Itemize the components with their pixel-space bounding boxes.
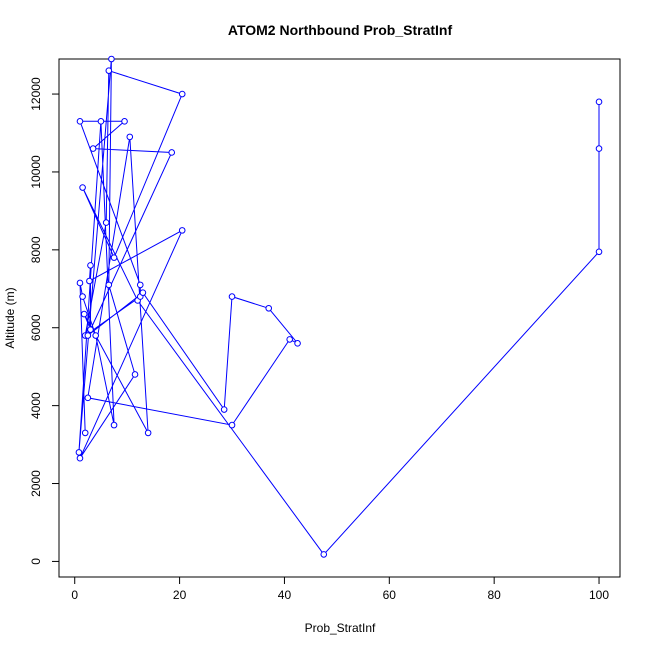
data-point — [595, 248, 603, 256]
data-point — [178, 227, 186, 234]
data-point — [228, 421, 236, 429]
data-point — [136, 281, 144, 289]
data-point — [144, 429, 152, 437]
x-axis-label: Prob_StratInf — [305, 621, 376, 635]
data-point — [220, 406, 228, 413]
data-point — [87, 326, 94, 333]
x-tick-label: 20 — [173, 588, 187, 602]
data-point — [79, 184, 86, 191]
data-point — [139, 289, 147, 296]
x-axis: 0 20 40 60 80 100 — [71, 576, 609, 602]
x-tick-label: 100 — [589, 588, 609, 602]
data-point — [87, 262, 94, 269]
data-point — [126, 133, 134, 141]
data-point — [86, 277, 93, 285]
data-point — [79, 293, 86, 300]
y-tick-label: 6000 — [29, 314, 43, 341]
chart-title: ATOM2 Northbound Prob_StratInf — [228, 22, 453, 38]
x-tick-label: 40 — [278, 588, 292, 602]
data-point — [595, 98, 603, 106]
data-point — [168, 149, 176, 156]
y-tick-label: 2000 — [29, 470, 43, 497]
data-point — [84, 394, 92, 402]
data-point — [76, 118, 84, 125]
data-point — [228, 293, 236, 300]
data-point — [265, 304, 273, 312]
data-point — [76, 454, 84, 462]
y-tick-label: 12000 — [29, 77, 43, 111]
series-line — [78, 58, 600, 556]
data-point — [97, 118, 105, 125]
data-point — [105, 281, 113, 289]
data-point — [320, 551, 328, 558]
data-point — [108, 55, 115, 63]
data-point — [110, 421, 118, 429]
plot-area — [75, 55, 603, 558]
data-point — [80, 310, 88, 318]
data-point — [75, 449, 83, 456]
data-point — [595, 145, 603, 152]
y-axis: 0 2000 4000 6000 8000 10000 12000 — [29, 77, 60, 565]
data-point — [102, 219, 110, 226]
y-tick-label: 8000 — [29, 236, 43, 263]
data-point — [121, 118, 128, 125]
data-point — [76, 279, 84, 287]
x-tick-label: 80 — [487, 588, 501, 602]
data-point — [110, 254, 118, 261]
data-point — [286, 336, 293, 343]
data-point — [294, 340, 301, 347]
data-point — [84, 332, 92, 339]
data-point — [131, 371, 139, 378]
y-tick-label: 10000 — [29, 155, 43, 189]
y-tick-label: 4000 — [29, 392, 43, 419]
x-tick-label: 60 — [383, 588, 397, 602]
data-point — [89, 145, 97, 152]
y-tick-label: 0 — [29, 558, 43, 565]
data-point — [92, 332, 100, 339]
x-tick-label: 0 — [71, 588, 78, 602]
data-point — [105, 67, 113, 74]
y-axis-label: Altitude (m) — [3, 287, 17, 348]
data-point — [178, 90, 186, 98]
data-point — [81, 429, 89, 437]
